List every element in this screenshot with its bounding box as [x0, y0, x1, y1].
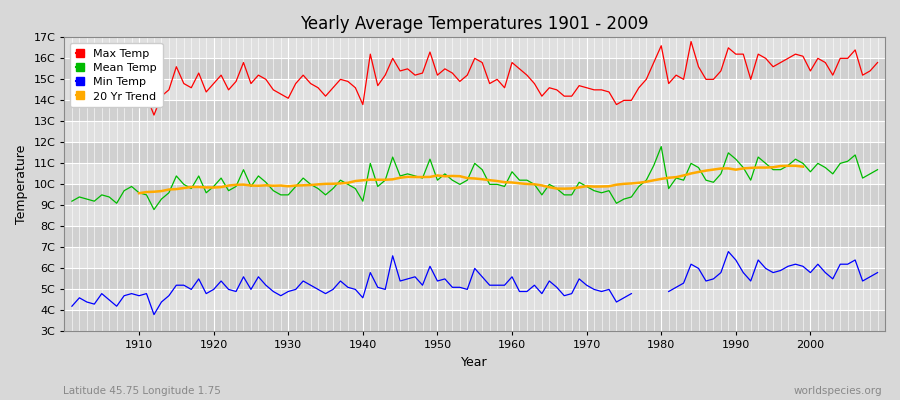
Bar: [65, 121, 885, 142]
Text: Latitude 45.75 Longitude 1.75: Latitude 45.75 Longitude 1.75: [63, 386, 220, 396]
Bar: [65, 268, 885, 290]
Bar: [65, 226, 885, 247]
Legend: Max Temp, Mean Temp, Min Temp, 20 Yr Trend: Max Temp, Mean Temp, Min Temp, 20 Yr Tre…: [70, 43, 163, 107]
Bar: [65, 37, 885, 58]
Bar: [65, 247, 885, 268]
Bar: [65, 163, 885, 184]
Bar: [65, 79, 885, 100]
X-axis label: Year: Year: [462, 356, 488, 369]
Bar: [65, 100, 885, 121]
Bar: [65, 290, 885, 310]
Title: Yearly Average Temperatures 1901 - 2009: Yearly Average Temperatures 1901 - 2009: [301, 15, 649, 33]
Bar: [65, 310, 885, 332]
Bar: [65, 205, 885, 226]
Text: worldspecies.org: worldspecies.org: [794, 386, 882, 396]
Y-axis label: Temperature: Temperature: [15, 145, 28, 224]
Bar: [65, 142, 885, 163]
Bar: [65, 58, 885, 79]
Bar: [65, 184, 885, 205]
